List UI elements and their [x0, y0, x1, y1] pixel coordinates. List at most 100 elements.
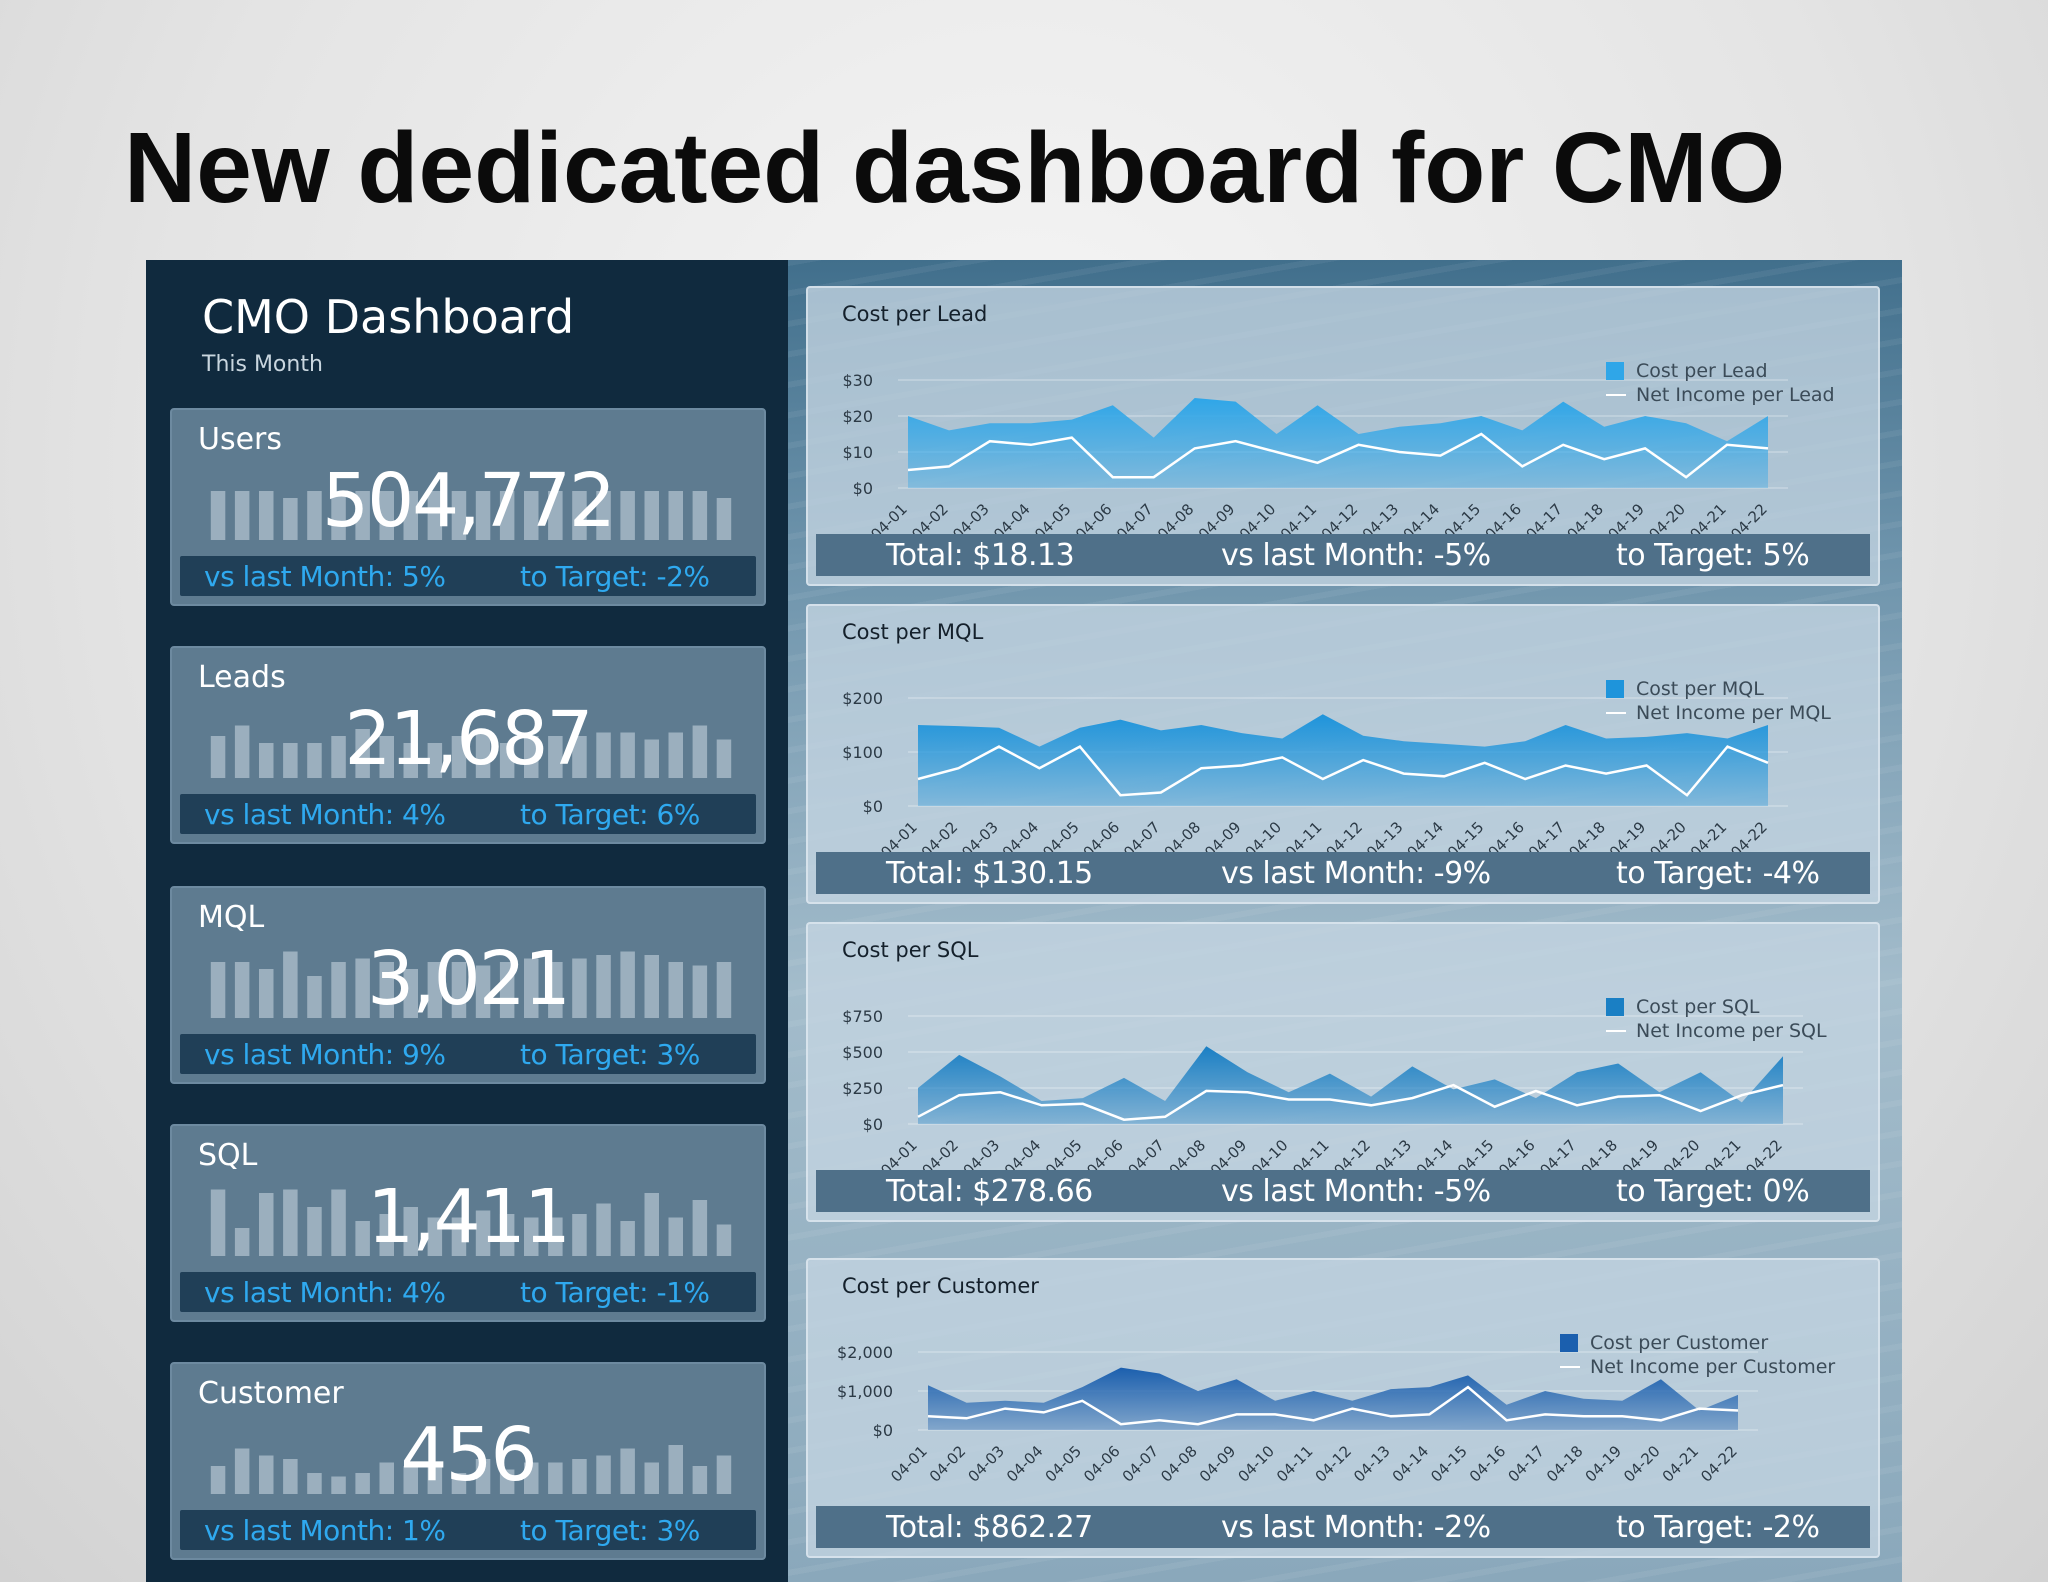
kpi-sparkbar [379, 736, 394, 778]
kpi-sparkbar [548, 1462, 563, 1494]
y-tick-label: $250 [842, 1079, 883, 1098]
kpi-card-leads: Leads 21,687 vs last Month: 4% to Target: 6… [170, 646, 766, 844]
legend-label: Cost per Lead [1636, 360, 1768, 382]
chart-card-3: Cost per SQL $750 $500 $250 $0 04-01 04-02 04-0… [806, 922, 1880, 1222]
kpi-sparkbar [403, 743, 418, 778]
chart-footer: Total: $130.15 vs last Month: -9% to Targe… [816, 852, 1870, 894]
kpi-value: 504,772 [321, 458, 616, 544]
kpi-sparkbar [524, 958, 539, 1018]
legend-swatch [1560, 1334, 1578, 1352]
x-tick-label: 04-19 [1582, 1442, 1626, 1486]
kpi-sparkbar [716, 1455, 732, 1494]
kpi-label: SQL [198, 1138, 258, 1173]
chart-vs-last-month: vs last Month: -9% [1221, 856, 1491, 891]
slide-title: New dedicated dashboard for CMO [124, 112, 1786, 224]
y-tick-label: $0 [873, 1421, 893, 1440]
legend-line [1606, 1030, 1626, 1032]
kpi-footer: vs last Month: 4% to Target: 6% [180, 794, 756, 834]
kpi-sparkbar [475, 732, 491, 778]
kpi-sparkbar [499, 743, 515, 778]
kpi-sparkbar [548, 1217, 563, 1256]
x-tick-label: 04-01 [887, 1442, 931, 1486]
legend-label: Cost per MQL [1636, 678, 1764, 700]
kpi-sparkbar [234, 962, 250, 1018]
kpi-sparkbar [572, 958, 587, 1018]
kpi-sparkbar [692, 1200, 708, 1256]
y-tick-label: $1,000 [837, 1382, 893, 1401]
y-tick-label: $750 [842, 1007, 883, 1026]
kpi-sparkbar [692, 1466, 708, 1494]
x-tick-label: 04-10 [1234, 1442, 1278, 1486]
kpi-sparkbar [427, 491, 443, 540]
kpi-sparkbar [668, 1445, 683, 1494]
legend-label: Net Income per Lead [1636, 384, 1835, 406]
kpi-sparkbar [210, 1189, 226, 1256]
kpi-sparkbar [499, 1469, 515, 1494]
kpi-sparkbar [331, 1476, 346, 1494]
kpi-sparkbars [210, 725, 732, 778]
kpi-sparkbar [427, 1466, 443, 1494]
kpi-sparkbar [427, 743, 443, 778]
kpi-sparkbar [524, 491, 539, 540]
chart-footer: Total: $862.27 vs last Month: -2% to Targe… [816, 1506, 1870, 1548]
y-tick-label: $0 [853, 479, 873, 498]
kpi-sparkbar [379, 962, 394, 1018]
kpi-sparkbar [692, 491, 708, 540]
kpi-sparkbars [210, 1189, 732, 1256]
kpi-sparkbar [475, 491, 491, 540]
kpi-sparkbar [331, 1189, 346, 1256]
kpi-sparkbar [307, 743, 322, 778]
kpi-card-customer: Customer 456 vs last Month: 1% to Target: 3… [170, 1362, 766, 1560]
kpi-sparkbar [283, 1459, 298, 1494]
chart-total: Total: $130.15 [886, 856, 1093, 891]
kpi-sparkbar [644, 955, 659, 1018]
kpi-vs-last-month: vs last Month: 5% [204, 560, 446, 593]
legend-line [1560, 1366, 1580, 1368]
kpi-label: MQL [198, 900, 265, 935]
legend-swatch [1606, 998, 1624, 1016]
kpi-vs-last-month: vs last Month: 4% [204, 798, 446, 831]
kpi-sparkbar [259, 491, 274, 540]
kpi-sparkbar [331, 962, 346, 1018]
kpi-sparkbar [379, 1462, 394, 1494]
x-tick-label: 04-07 [1119, 1442, 1163, 1486]
kpi-sparkbar [451, 491, 467, 540]
cost-area [928, 1367, 1738, 1430]
kpi-value: 1,411 [367, 1174, 571, 1260]
x-tick-label: 04-02 [926, 1442, 970, 1486]
kpi-sparkbar [716, 498, 732, 540]
y-tick-label: $10 [842, 443, 873, 462]
kpi-sparkbar [692, 965, 708, 1018]
kpi-sparkbar [355, 729, 370, 778]
y-tick-label: $100 [842, 743, 883, 762]
kpi-sparkbar [499, 491, 515, 540]
kpi-sparkbar [355, 958, 370, 1018]
income-line [917, 745, 1769, 797]
kpi-to-target: to Target: -1% [520, 1276, 710, 1309]
legend-swatch [1606, 680, 1624, 698]
kpi-to-target: to Target: 3% [520, 1514, 700, 1547]
kpi-to-target: to Target: -2% [520, 560, 710, 593]
kpi-sparkbar [548, 736, 563, 778]
y-tick-label: $0 [863, 1115, 883, 1134]
kpi-sparkbar [499, 1214, 515, 1256]
dashboard-title: CMO Dashboard [202, 290, 575, 344]
kpi-sparkbar [475, 1459, 491, 1494]
kpi-sparkbar [524, 736, 539, 778]
chart-card-4: Cost per Customer $2,000 $1,000 $0 04-01 04-0… [806, 1258, 1880, 1558]
kpi-sparkbar [283, 743, 298, 778]
cmo-dashboard: CMO Dashboard This Month Users 504,772 vs … [146, 260, 1902, 1582]
kpi-sparkbar [307, 976, 322, 1018]
kpi-card-users: Users 504,772 vs last Month: 5% to Target: … [170, 408, 766, 606]
kpi-sparkbar [331, 736, 346, 778]
kpi-label: Leads [198, 660, 286, 695]
chart-total: Total: $862.27 [886, 1510, 1093, 1545]
x-tick-label: 04-15 [1427, 1442, 1471, 1486]
kpi-sparkbar [572, 1214, 587, 1256]
kpi-vs-last-month: vs last Month: 9% [204, 1038, 446, 1071]
kpi-sparkbar [355, 491, 370, 540]
kpi-sparkbar [307, 1207, 322, 1256]
kpi-sparkbar [331, 491, 346, 540]
kpi-sparkbar [307, 1473, 322, 1494]
kpi-sparkbar [210, 962, 226, 1018]
